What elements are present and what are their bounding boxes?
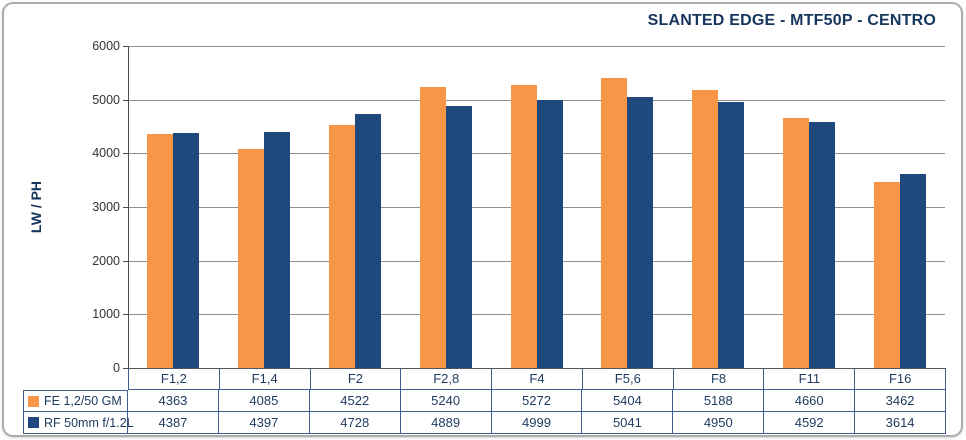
value-cell: 4085: [219, 390, 310, 411]
legend-label: RF 50mm f/1.2L: [44, 415, 134, 430]
bar-group-F2: [310, 46, 401, 368]
data-table: FE 1,2/50 GM 4363 4085 4522 5240 5272 5404 5188…: [23, 390, 947, 434]
bar-series1: [692, 89, 719, 368]
legend-swatch-icon: [28, 417, 39, 428]
bar-series1: [419, 86, 446, 368]
bar-series2: [445, 105, 472, 368]
bar-series2: [808, 121, 835, 368]
value-cell: 5272: [492, 390, 583, 411]
y-tick-label: 1000: [92, 307, 120, 322]
value-cell: 5188: [673, 390, 765, 411]
bar-series2: [899, 174, 926, 368]
y-tick-label: 4000: [92, 146, 120, 161]
table-row-series1: FE 1,2/50 GM 4363 4085 4522 5240 5272 5404 5188…: [23, 390, 947, 412]
bar-series1: [873, 182, 900, 368]
value-cell: 5240: [401, 390, 492, 411]
category-cell: F2,8: [401, 369, 493, 389]
value-cell: 4950: [673, 412, 765, 433]
value-cell: 4363: [128, 390, 219, 411]
y-axis-tick: [123, 314, 128, 316]
bar-series2: [354, 114, 381, 368]
legend-label: FE 1,2/50 GM: [44, 394, 122, 408]
bar-series2: [536, 99, 563, 368]
value-cell: 4999: [492, 412, 583, 433]
category-cell: F5,6: [583, 369, 674, 389]
y-tick-label: 6000: [92, 39, 120, 53]
legend-cell: RF 50mm f/1.2L: [23, 412, 134, 433]
bar-group-F1,4: [219, 46, 310, 368]
bar-group-F5,6: [582, 46, 673, 368]
chart-title: SLANTED EDGE - MTF50P - CENTRO: [647, 12, 936, 29]
value-cell: 4397: [219, 412, 310, 433]
legend-cell: FE 1,2/50 GM: [23, 390, 128, 411]
category-cell: F11: [764, 369, 856, 389]
bar-group-F16: [854, 46, 945, 368]
y-tick-label: 0: [113, 361, 120, 375]
bar-series1: [601, 78, 628, 368]
y-tick-label: 2000: [92, 253, 120, 268]
bar-series1: [238, 148, 265, 368]
plot-area: 0 1000 2000 3000 4000 5000 6000: [92, 39, 945, 375]
y-axis-tick: [123, 46, 128, 47]
legend-swatch-icon: [28, 395, 39, 407]
y-axis-tick: [123, 368, 128, 369]
value-cell: 3614: [855, 412, 947, 433]
value-cell: 5404: [582, 390, 674, 411]
bar-group-F11: [763, 46, 854, 368]
bar-series1: [147, 133, 174, 368]
gridline: [128, 46, 945, 47]
bar-series2: [627, 97, 654, 368]
y-axis-tick: [123, 99, 128, 101]
bar-series1: [328, 125, 355, 368]
category-cell: F16: [855, 369, 947, 389]
bar-series2: [718, 102, 745, 368]
value-cell: 3462: [855, 390, 947, 411]
table-row-series2: RF 50mm f/1.2L 4387 4397 4728 4889 4999 5041 49…: [23, 412, 947, 434]
value-cell: 4592: [764, 412, 856, 433]
y-tick-label: 5000: [92, 92, 120, 107]
value-cell: 5041: [582, 412, 674, 433]
category-cell: F2: [311, 369, 402, 389]
value-cell: 4387: [128, 412, 219, 433]
bar-group-F1,2: [128, 46, 219, 368]
bar-series1: [782, 117, 809, 368]
y-axis-tick: [123, 153, 128, 155]
value-cell: 4728: [310, 412, 401, 433]
y-axis-tick: [123, 207, 128, 208]
category-cell: F1,2: [128, 369, 220, 389]
bar-group-F4: [491, 46, 582, 368]
y-axis-line: [128, 46, 129, 368]
y-axis-tick: [123, 260, 128, 262]
value-cell: 4522: [310, 390, 401, 411]
value-cell: 4660: [764, 390, 856, 411]
bar-series2: [264, 132, 291, 368]
bar-series2: [173, 132, 200, 368]
category-header-row: F1,2 F1,4 F2 F2,8 F4 F5,6 F8 F11 F16: [128, 368, 947, 390]
value-cell: 4889: [401, 412, 492, 433]
bar-group-F8: [673, 46, 764, 368]
y-tick-label: 3000: [92, 200, 120, 214]
bar-series1: [510, 85, 537, 368]
category-cell: F4: [492, 369, 583, 389]
y-axis-title-text: LW / PH: [28, 180, 44, 234]
category-cell: F8: [674, 369, 765, 389]
bar-group-F2,8: [400, 46, 491, 368]
bars-area: [128, 46, 945, 368]
category-cell: F1,4: [220, 369, 311, 389]
